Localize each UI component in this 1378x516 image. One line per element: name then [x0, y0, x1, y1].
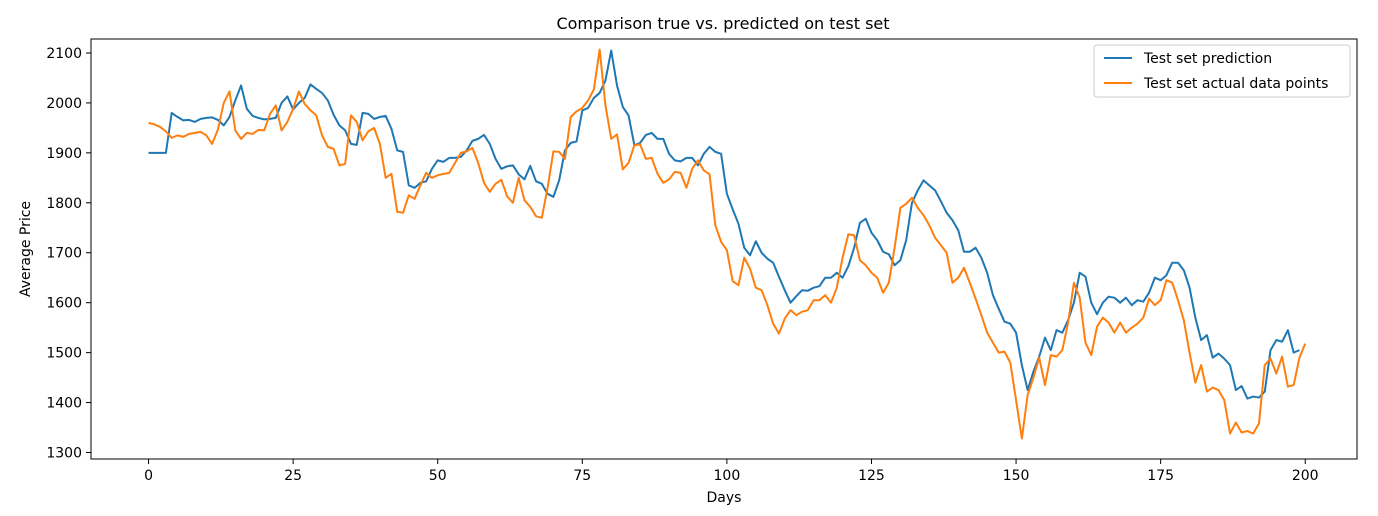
chart-title: Comparison true vs. predicted on test se…	[556, 14, 889, 33]
plot-frame	[90, 38, 1358, 460]
y-tick-label: 2100	[46, 46, 82, 62]
legend-label-prediction: Test set prediction	[1143, 51, 1272, 67]
y-tick-label: 1300	[46, 446, 82, 462]
legend-label-actual: Test set actual data points	[1143, 76, 1328, 92]
x-tick-label: 125	[858, 468, 885, 484]
y-tick-label: 1600	[46, 296, 82, 312]
x-tick-label: 200	[1292, 468, 1319, 484]
x-axis-label: Days	[707, 490, 742, 506]
x-tick-label: 50	[429, 468, 447, 484]
series-line-0	[148, 49, 1300, 400]
x-tick-label: 150	[1003, 468, 1030, 484]
series-layer	[148, 48, 1307, 440]
x-axis-ticks: 0 25 50 75 100 125 150 175 200	[144, 459, 1319, 484]
x-tick-label: 0	[144, 468, 153, 484]
x-tick-label: 75	[573, 468, 591, 484]
y-tick-label: 1400	[46, 396, 82, 412]
y-tick-label: 1700	[46, 246, 82, 262]
y-tick-label: 1800	[46, 196, 82, 212]
y-tick-label: 1500	[46, 346, 82, 362]
legend: Test set prediction Test set actual data…	[1093, 44, 1351, 98]
y-axis-ticks: 1300 1400 1500 1600 1700 1800 1900 2000 2100	[46, 46, 91, 462]
y-tick-label: 1900	[46, 146, 82, 162]
x-tick-label: 100	[714, 468, 741, 484]
legend-box	[1093, 44, 1351, 98]
y-axis-label: Average Price	[18, 201, 34, 297]
y-tick-label: 2000	[46, 96, 82, 112]
series-line-1	[148, 48, 1307, 440]
x-tick-label: 25	[284, 468, 302, 484]
x-tick-label: 175	[1147, 468, 1174, 484]
